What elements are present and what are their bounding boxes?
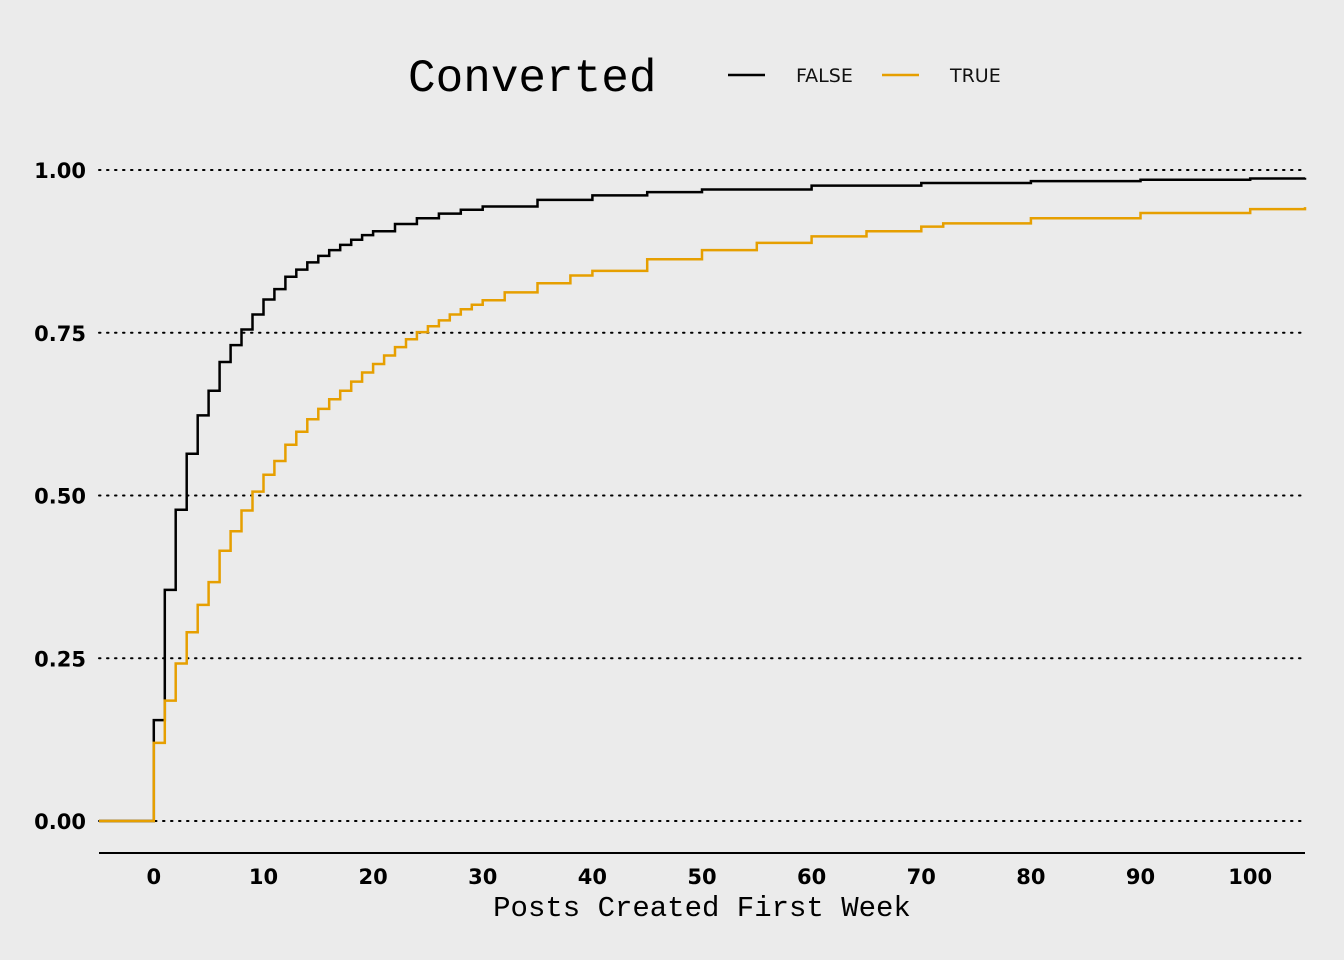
series-line-false (99, 177, 1307, 823)
y-tick-label: 0.75 (34, 322, 86, 346)
x-tick-label: 10 (249, 865, 278, 889)
y-tick-labels: 0.00 0.25 0.50 0.75 1.00 (34, 159, 86, 834)
gridlines (98, 169, 1306, 822)
legend-label-false: FALSE (796, 65, 853, 87)
y-tick-label: 0.00 (34, 810, 86, 834)
y-tick-label: 0.50 (34, 485, 86, 509)
x-tick-labels: 0 10 20 30 40 50 60 70 80 90 100 (147, 865, 1273, 889)
x-tick-label: 30 (468, 865, 497, 889)
x-tick-label: 0 (147, 865, 162, 889)
x-tick-label: 60 (797, 865, 826, 889)
y-tick-label: 1.00 (34, 159, 86, 183)
x-tick-label: 20 (358, 865, 387, 889)
legend-label-true: TRUE (949, 65, 1001, 87)
x-axis-title: Posts Created First Week (493, 892, 911, 925)
x-tick-label: 100 (1228, 865, 1272, 889)
x-tick-label: 50 (687, 865, 716, 889)
y-tick-label: 0.25 (34, 647, 86, 671)
series-lines (99, 177, 1307, 823)
x-tick-label: 70 (907, 865, 936, 889)
x-tick-label: 40 (578, 865, 607, 889)
x-tick-label: 80 (1016, 865, 1045, 889)
series-line-true (99, 207, 1307, 823)
legend-title: Converted (408, 53, 656, 105)
legend: Converted FALSE TRUE (408, 53, 1001, 105)
x-tick-label: 90 (1126, 865, 1155, 889)
